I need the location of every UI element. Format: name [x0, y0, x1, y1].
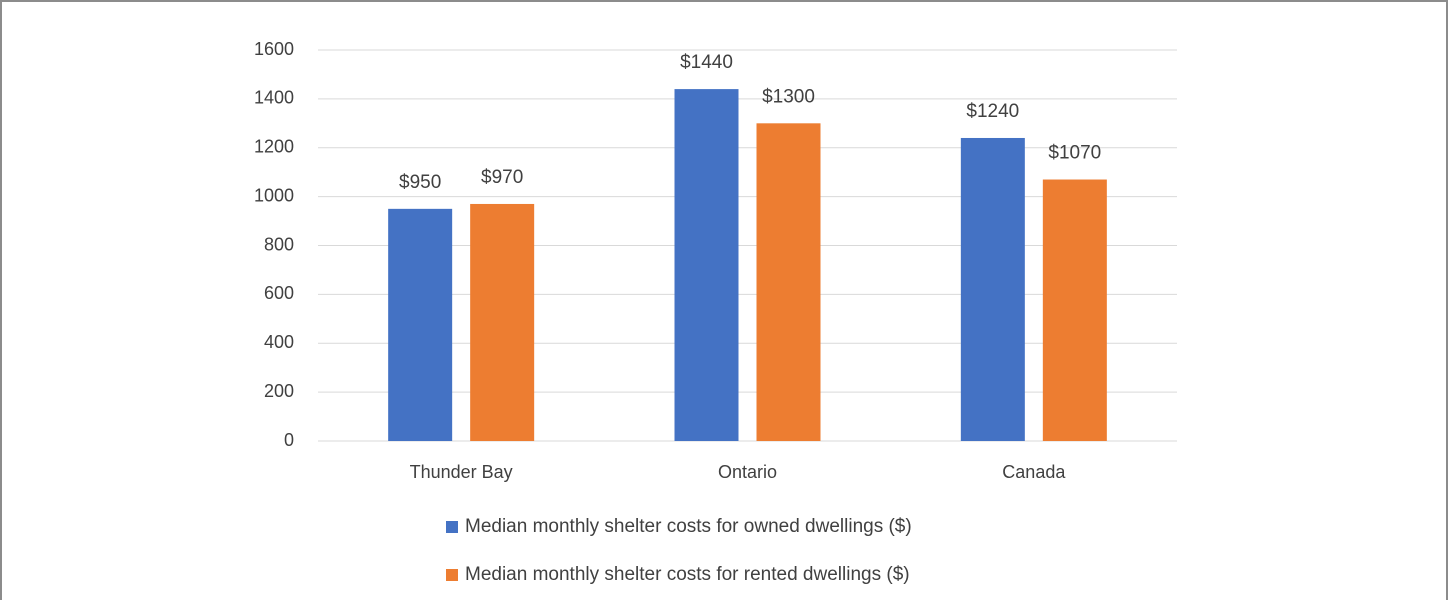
x-tick-label: Ontario: [718, 462, 777, 482]
y-tick-label: 400: [264, 332, 294, 352]
bar: [388, 208, 453, 441]
data-label: $1240: [966, 101, 1019, 122]
x-tick-label: Thunder Bay: [410, 462, 513, 482]
data-label: $1070: [1048, 143, 1101, 164]
bar: [470, 203, 535, 441]
bar: [756, 123, 821, 441]
y-tick-label: 1000: [254, 185, 294, 205]
data-label: $950: [399, 172, 441, 193]
y-tick-label: 200: [264, 381, 294, 401]
y-tick-label: 1400: [254, 88, 294, 108]
y-tick-label: 800: [264, 234, 294, 254]
x-tick-label: Canada: [1002, 462, 1066, 482]
data-label: $970: [481, 167, 523, 188]
legend-swatch: [446, 569, 458, 581]
legend-swatch: [446, 521, 458, 533]
bar: [674, 89, 739, 441]
y-tick-label: 1600: [254, 39, 294, 59]
y-tick-label: 1200: [254, 137, 294, 157]
legend-label: Median monthly shelter costs for rented …: [465, 564, 910, 585]
data-label: $1300: [762, 86, 815, 107]
y-tick-label: 600: [264, 283, 294, 303]
bar: [1042, 179, 1107, 442]
legend-label: Median monthly shelter costs for owned d…: [465, 516, 912, 537]
data-label: $1440: [680, 52, 733, 73]
bar: [960, 137, 1025, 441]
y-tick-label: 0: [284, 430, 294, 450]
